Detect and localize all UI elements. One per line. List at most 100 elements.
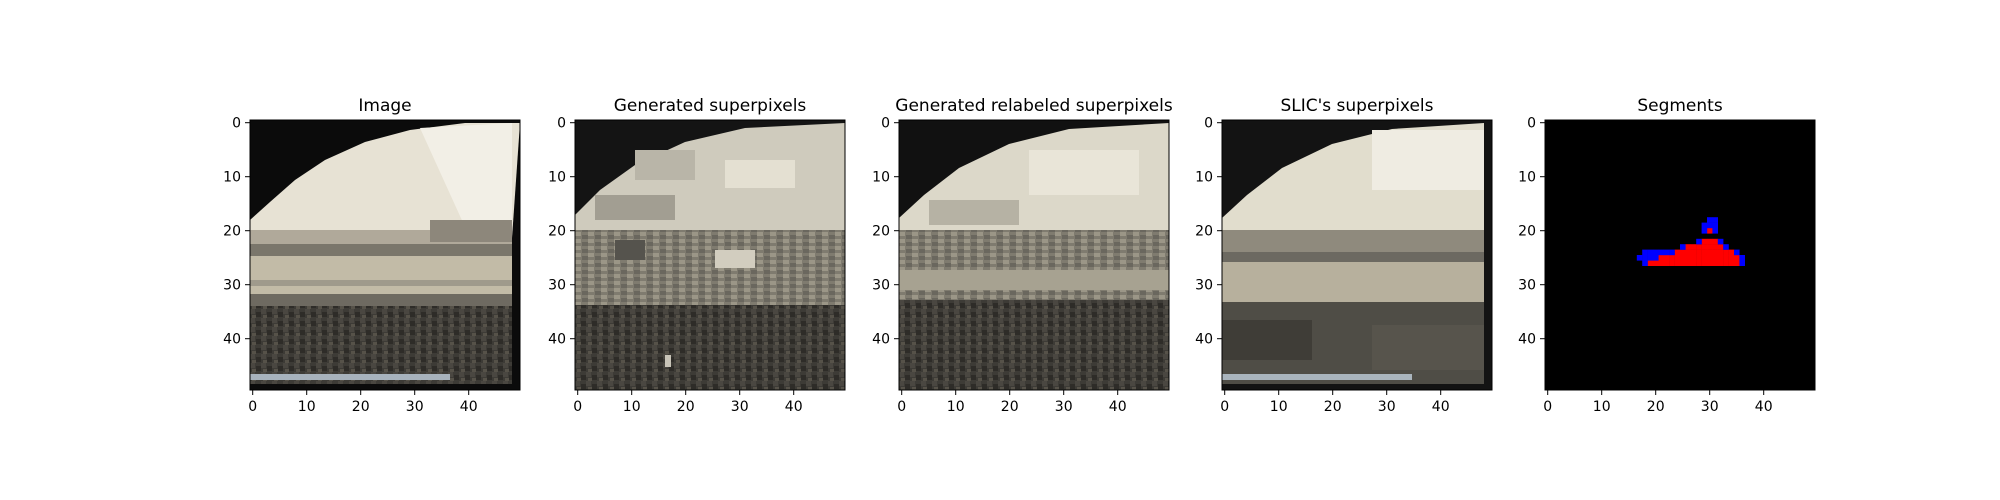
x-tick-label: 10 <box>623 399 641 415</box>
segment-cell-red <box>1653 260 1659 266</box>
segment-cell-blue <box>1701 228 1708 234</box>
segment-cell-red <box>1680 249 1686 256</box>
segment-cell-blue <box>1669 249 1675 256</box>
segment-cell-blue <box>1642 260 1648 266</box>
image-canvas <box>1545 120 1815 390</box>
y-tick-label: 0 <box>881 116 890 132</box>
segment-cell-red <box>1685 244 1691 250</box>
y-tick-label: 40 <box>1518 332 1536 348</box>
segment-cell-blue <box>1717 238 1724 245</box>
segment-cell-red <box>1717 260 1724 266</box>
segment-cell-red <box>1669 255 1675 261</box>
segment-cell-blue <box>1739 260 1745 266</box>
segment-cell-red <box>1728 260 1735 266</box>
y-tick-label: 0 <box>557 116 566 132</box>
segment-cell-blue <box>1663 249 1670 256</box>
axes-frame <box>1544 119 1816 391</box>
panel-title: Generated relabeled superpixels <box>895 96 1173 116</box>
segment-cell-red <box>1647 260 1654 266</box>
x-tick-label: 10 <box>947 399 965 415</box>
y-tick-label: 20 <box>1195 224 1213 240</box>
x-tick-label: 10 <box>1270 399 1288 415</box>
y-tick-label: 20 <box>872 224 890 240</box>
panel-generated-superpixels: Generated superpixels <box>575 96 845 390</box>
segment-cell-blue <box>1647 249 1654 256</box>
segment-cell-blue <box>1658 249 1664 256</box>
image-canvas <box>250 120 520 390</box>
segment-cell-red <box>1728 255 1735 261</box>
y-tick-label: 40 <box>1195 332 1213 348</box>
segment-cell-blue <box>1707 222 1713 229</box>
y-tick-label: 40 <box>872 332 890 348</box>
segment-cell-red <box>1717 249 1724 256</box>
axes-frame <box>249 119 521 391</box>
x-tick-label: 0 <box>1220 399 1229 415</box>
segment-cell-red <box>1680 255 1686 261</box>
segment-cell-red <box>1712 249 1718 256</box>
segment-cell-blue <box>1701 222 1708 229</box>
y-tick-label: 30 <box>1195 278 1213 294</box>
segment-cell-red <box>1690 260 1697 266</box>
segment-cell-blue <box>1653 255 1659 261</box>
segment-cell-red <box>1707 255 1713 261</box>
segment-cell-red <box>1696 249 1702 256</box>
segment-cell-red <box>1712 238 1718 245</box>
x-tick-label: 0 <box>248 399 257 415</box>
panel-title: SLIC's superpixels <box>1280 96 1433 116</box>
image-canvas <box>575 120 845 390</box>
segment-cell-red <box>1696 244 1702 250</box>
segment-cell-red <box>1701 238 1708 245</box>
panel-image: Image <box>250 96 520 390</box>
segment-cell-red <box>1707 260 1713 266</box>
x-tick-label: 20 <box>1324 399 1342 415</box>
x-tick-label: 40 <box>1432 399 1450 415</box>
x-tick-label: 0 <box>897 399 906 415</box>
y-tick-label: 10 <box>548 170 566 186</box>
axes-frame <box>898 119 1170 391</box>
segment-cell-blue <box>1723 244 1729 250</box>
panel-title: Image <box>358 96 411 116</box>
y-tick-label: 10 <box>1518 170 1536 186</box>
x-tick-label: 40 <box>785 399 803 415</box>
segment-cell-red <box>1734 260 1740 266</box>
segment-cell-blue <box>1653 249 1659 256</box>
y-tick-label: 40 <box>548 332 566 348</box>
x-tick-label: 0 <box>1543 399 1552 415</box>
x-tick-label: 30 <box>731 399 749 415</box>
y-tick-label: 10 <box>1195 170 1213 186</box>
axes-frame <box>1221 119 1493 391</box>
y-tick-label: 10 <box>223 170 241 186</box>
x-tick-label: 30 <box>1701 399 1719 415</box>
segment-cell-red <box>1723 249 1729 256</box>
y-tick-label: 20 <box>1518 224 1536 240</box>
segment-cell-blue <box>1739 255 1745 261</box>
segment-cells <box>1636 217 1745 266</box>
segment-cell-red <box>1701 255 1708 261</box>
y-tick-label: 20 <box>548 224 566 240</box>
axes-frame <box>574 119 846 391</box>
segment-cell-red <box>1685 249 1691 256</box>
segment-cell-red <box>1728 249 1735 256</box>
segment-cell-red <box>1734 255 1740 261</box>
y-tick-label: 30 <box>548 278 566 294</box>
segment-cell-red <box>1707 244 1713 250</box>
x-tick-label: 30 <box>1055 399 1073 415</box>
y-tick-label: 20 <box>223 224 241 240</box>
segment-cell-red <box>1717 244 1724 250</box>
image-canvas <box>1222 120 1492 390</box>
segment-cell-red <box>1674 260 1681 266</box>
segment-cell-blue <box>1707 217 1713 223</box>
segment-cell-red <box>1712 260 1718 266</box>
segment-cell-red <box>1723 260 1729 266</box>
x-tick-label: 30 <box>406 399 424 415</box>
segment-cell-blue <box>1712 222 1718 229</box>
segment-cell-blue <box>1680 244 1686 250</box>
panel-title: Segments <box>1637 96 1723 116</box>
segment-cell-red <box>1685 255 1691 261</box>
segment-cell-red <box>1717 255 1724 261</box>
segment-cell-blue <box>1642 255 1648 261</box>
segment-cell-blue <box>1647 255 1654 261</box>
segment-cell-red <box>1707 238 1713 245</box>
segment-cell-red <box>1658 255 1664 261</box>
